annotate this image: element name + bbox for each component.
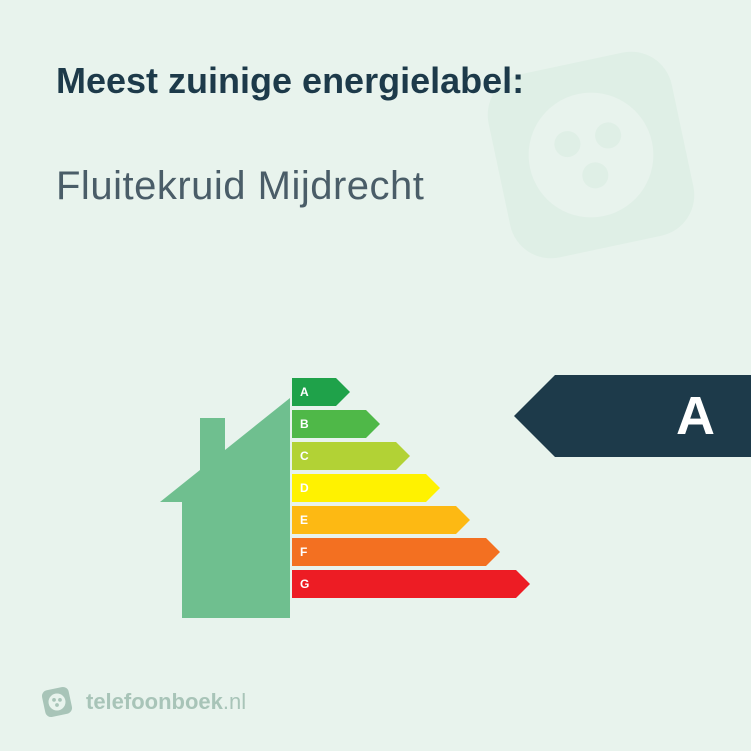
rating-value: A [676, 385, 715, 447]
energy-bar-label: A [300, 385, 309, 399]
energy-bar-label: B [300, 417, 309, 431]
footer-brand: telefoonboek.nl [86, 689, 246, 715]
energy-bar-label: F [300, 545, 307, 559]
footer-brand-name: telefoonboek [86, 689, 223, 714]
footer-brand-tld: .nl [223, 689, 246, 714]
house-icon [160, 398, 290, 618]
energy-bar-label: D [300, 481, 309, 495]
footer: telefoonboek.nl [40, 685, 246, 719]
rating-badge: A [555, 375, 751, 457]
page-title: Meest zuinige energielabel: [56, 60, 695, 102]
footer-logo-icon [40, 685, 74, 719]
energy-label-chart: A B C D E F G [160, 378, 510, 638]
header: Meest zuinige energielabel: Fluitekruid … [56, 60, 695, 209]
page-subtitle: Fluitekruid Mijdrecht [56, 164, 695, 209]
energy-bar-label: C [300, 449, 309, 463]
energy-bar-label: G [300, 577, 309, 591]
energy-bar-label: E [300, 513, 308, 527]
